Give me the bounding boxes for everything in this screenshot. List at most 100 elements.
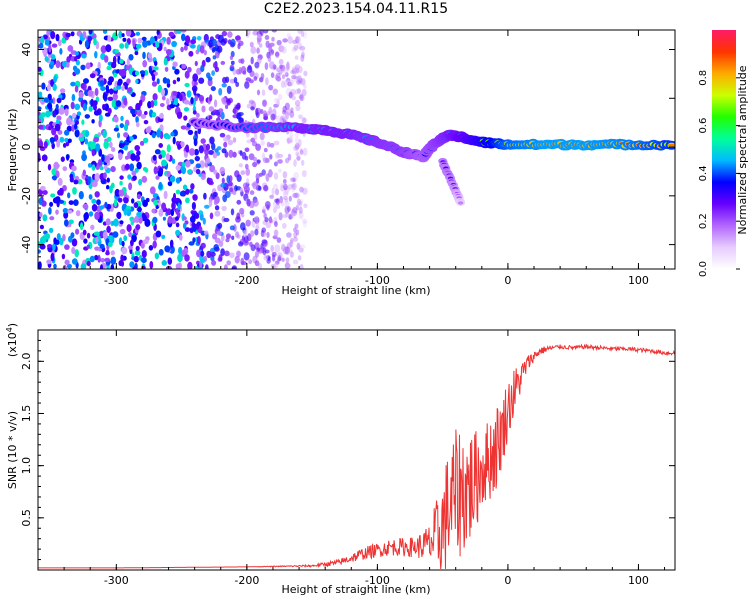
noise-speck [39, 146, 46, 151]
colorbar: 0.0 0.2 0.4 0.6 0.8 Normalized spectral ampl… [698, 30, 749, 277]
noise-speck [293, 44, 299, 51]
noise-speck [196, 236, 201, 245]
noise-speck [264, 217, 269, 223]
noise-speck [259, 43, 263, 48]
noise-speck [165, 78, 171, 85]
noise-speck [180, 30, 187, 33]
noise-speck [121, 240, 125, 247]
noise-speck [261, 239, 268, 244]
noise-speck [39, 224, 45, 230]
noise-speck [211, 142, 216, 151]
noise-speck [171, 158, 176, 164]
noise-speck [208, 150, 215, 155]
noise-speck [99, 243, 105, 249]
noise-speck [192, 110, 197, 115]
noise-speck [284, 205, 290, 215]
noise-speck [192, 237, 196, 244]
noise-speck [294, 132, 300, 138]
noise-speck [175, 164, 181, 171]
noise-speck [154, 60, 158, 67]
noise-speck [296, 68, 300, 74]
snr-x-label: Height of straight line (km) [281, 583, 430, 596]
x-tick-label: -300 [104, 574, 129, 587]
noise-speck [200, 242, 206, 249]
noise-speck [231, 235, 235, 240]
noise-speck [39, 212, 43, 218]
noise-speck [213, 244, 219, 251]
noise-speck [180, 46, 184, 53]
noise-speck [74, 123, 78, 130]
noise-speck [220, 111, 225, 120]
snr-scale-label: (x104) [5, 323, 19, 357]
noise-speck [140, 242, 145, 249]
noise-speck [94, 211, 100, 220]
noise-speck [175, 189, 181, 195]
noise-speck [284, 200, 290, 208]
noise-speck [260, 140, 265, 146]
noise-speck [253, 133, 258, 140]
noise-speck [281, 201, 285, 207]
noise-speck [188, 188, 194, 194]
noise-speck [303, 84, 307, 89]
noise-speck [149, 36, 155, 45]
noise-speck [220, 182, 226, 188]
noise-speck [183, 115, 188, 121]
noise-speck [254, 228, 259, 236]
noise-speck [70, 81, 76, 87]
noise-speck [223, 136, 229, 142]
noise-speck [285, 257, 290, 264]
noise-speck [118, 237, 123, 246]
noise-speck [213, 169, 218, 175]
noise-speck [280, 185, 285, 192]
x-tick-label: -200 [234, 574, 259, 587]
noise-speck [179, 234, 183, 241]
noise-speck [236, 212, 241, 220]
noise-speck [56, 119, 60, 124]
noise-speck [290, 237, 294, 244]
noise-speck [172, 136, 176, 145]
noise-speck [244, 81, 250, 89]
noise-speck [87, 89, 94, 97]
noise-speck [266, 204, 270, 210]
noise-speck [220, 60, 226, 65]
noise-speck [298, 94, 304, 100]
noise-speck [78, 191, 84, 200]
noise-speck [291, 209, 298, 216]
noise-speck [76, 111, 82, 116]
noise-speck [291, 66, 296, 71]
noise-speck [262, 99, 267, 108]
noise-speck [90, 98, 94, 107]
noise-speck [38, 118, 42, 123]
noise-speck [190, 183, 195, 190]
noise-speck [161, 202, 167, 211]
noise-speck [277, 257, 282, 262]
noise-speck [270, 113, 276, 121]
signal-track-peak [668, 143, 675, 147]
noise-speck [147, 52, 152, 59]
noise-speck [141, 36, 147, 41]
noise-speck [62, 207, 69, 214]
noise-speck [293, 172, 299, 180]
noise-speck [117, 197, 123, 203]
noise-speck [111, 99, 116, 108]
noise-speck [264, 35, 270, 40]
noise-speck [105, 168, 111, 174]
noise-speck [298, 66, 303, 74]
noise-speck [274, 188, 280, 196]
noise-speck [297, 255, 302, 261]
noise-speck [71, 124, 75, 132]
noise-speck [91, 180, 98, 188]
noise-speck [286, 206, 291, 212]
noise-speck [114, 49, 119, 54]
noise-speck [273, 262, 278, 269]
noise-speck [50, 54, 56, 60]
noise-speck [38, 140, 44, 148]
noise-speck [282, 191, 289, 197]
noise-speck [70, 232, 75, 239]
noise-speck [49, 201, 54, 207]
noise-speck [88, 194, 93, 200]
noise-speck [194, 60, 198, 67]
noise-speck [257, 33, 262, 39]
noise-speck [175, 263, 181, 269]
noise-speck [292, 207, 298, 214]
